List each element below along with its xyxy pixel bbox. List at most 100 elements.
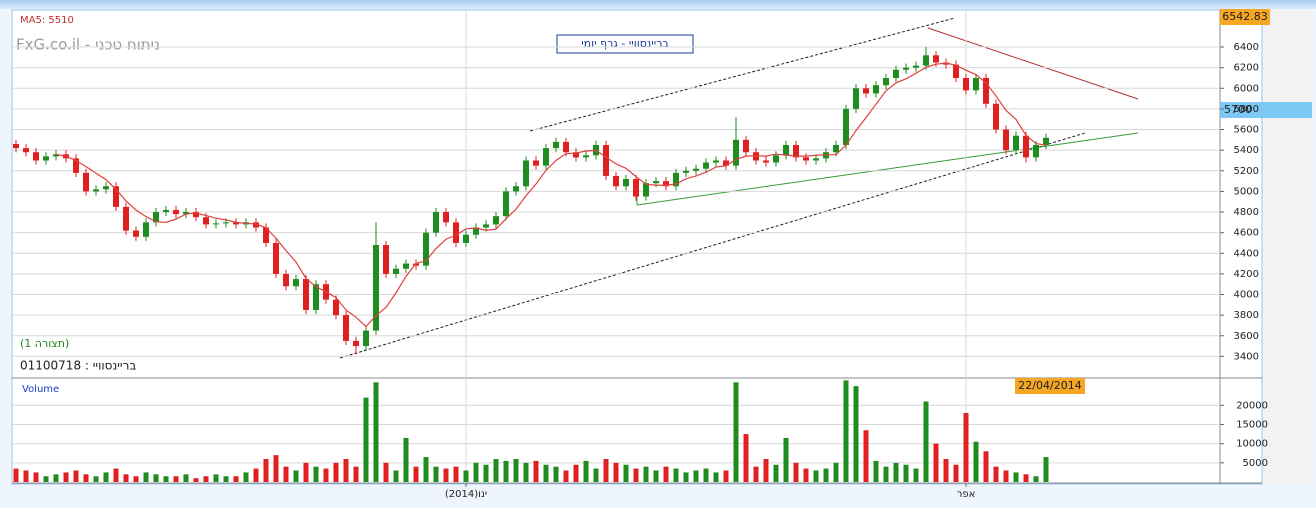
candle-body xyxy=(33,152,39,161)
volume-bar xyxy=(13,468,19,482)
candle-body xyxy=(903,67,909,70)
volume-bar xyxy=(693,470,699,482)
candle-body xyxy=(993,103,999,130)
date-badge xyxy=(1015,378,1085,394)
volume-bar xyxy=(823,468,829,482)
candle-body xyxy=(623,179,629,187)
volume-bar xyxy=(343,458,349,482)
candle-body xyxy=(343,315,349,341)
high-badge xyxy=(1220,9,1270,25)
y-tick-label: 5000 xyxy=(1234,186,1259,197)
candle-body xyxy=(613,175,619,187)
volume-bar xyxy=(563,470,569,482)
candle-body xyxy=(153,212,159,223)
volume-bar xyxy=(63,472,69,482)
candle-body xyxy=(1043,137,1049,146)
volume-bar xyxy=(233,476,239,482)
candle-body xyxy=(133,230,139,237)
candle-body xyxy=(543,148,549,166)
volume-bar xyxy=(623,464,629,482)
volume-bar xyxy=(423,457,429,482)
candle-body xyxy=(643,183,649,197)
volume-bar xyxy=(403,437,409,482)
candle-body xyxy=(883,77,889,86)
candle-body xyxy=(423,232,429,266)
x-tick-label: אפר xyxy=(957,489,976,500)
candle-body xyxy=(223,222,229,224)
y-tick-label: 4800 xyxy=(1234,207,1259,218)
candle-body xyxy=(443,212,449,223)
volume-bar xyxy=(753,466,759,482)
candle-body xyxy=(863,88,869,94)
volume-bar xyxy=(453,466,459,482)
volume-bar xyxy=(353,466,359,482)
volume-bar xyxy=(953,464,959,482)
volume-bar xyxy=(543,464,549,482)
title-box xyxy=(556,34,694,54)
ma-label: MA5: 5510 xyxy=(20,15,74,26)
volume-bar xyxy=(553,466,559,482)
candle-body xyxy=(723,160,729,166)
date-badge-text: 22/04/2014 xyxy=(1018,379,1081,392)
volume-bar xyxy=(333,462,339,482)
candle-body xyxy=(213,223,219,225)
volume-bar xyxy=(103,472,109,482)
candle-body xyxy=(43,156,49,161)
candle-body xyxy=(913,65,919,68)
volume-bar xyxy=(1033,476,1039,482)
volume-bar xyxy=(313,466,319,482)
volume-bar xyxy=(873,460,879,482)
volume-bar xyxy=(893,462,899,482)
pattern-label: (תצורה 1) xyxy=(20,337,69,350)
volume-bar xyxy=(923,401,929,482)
candle-body xyxy=(483,224,489,228)
volume-bar xyxy=(983,451,989,482)
candle-body xyxy=(853,88,859,109)
candle-body xyxy=(583,155,589,158)
candle-body xyxy=(603,145,609,176)
candle-body xyxy=(233,222,239,225)
volume-bar xyxy=(603,458,609,482)
volume-bar xyxy=(303,462,309,482)
candle-body xyxy=(683,170,689,173)
volume-bar xyxy=(33,472,39,482)
volume-bar xyxy=(853,386,859,482)
plot-area xyxy=(11,9,1263,485)
candle-body xyxy=(313,284,319,310)
candle-body xyxy=(763,160,769,163)
volume-bar xyxy=(83,474,89,482)
volume-bar xyxy=(1003,470,1009,482)
y-tick-label: 3600 xyxy=(1234,331,1259,342)
volume-bar xyxy=(773,464,779,482)
candle-body xyxy=(123,206,129,231)
volume-bar xyxy=(153,474,159,482)
candle-body xyxy=(163,209,169,213)
candle-body xyxy=(553,141,559,149)
candle-body xyxy=(633,179,639,197)
volume-bar xyxy=(433,466,439,482)
price-badge xyxy=(1220,102,1312,118)
volume-bar xyxy=(503,460,509,482)
candle-body xyxy=(113,186,119,207)
security-label: 01100718 : בריינסוויי xyxy=(20,359,136,373)
candle-body xyxy=(963,77,969,91)
candle-body xyxy=(283,273,289,287)
candle-body xyxy=(173,209,179,215)
candle-body xyxy=(693,168,699,171)
volume-bar xyxy=(443,468,449,482)
candle-body xyxy=(703,162,709,169)
volume-bar xyxy=(253,468,259,482)
title-bar xyxy=(0,0,1316,9)
volume-bar xyxy=(883,466,889,482)
volume-bar xyxy=(1023,474,1029,482)
candle-body xyxy=(203,217,209,225)
candle-body xyxy=(533,160,539,166)
v-tick-label: 5000 xyxy=(1243,458,1268,469)
candle-body xyxy=(713,160,719,163)
candle-body xyxy=(13,143,19,149)
candle-body xyxy=(393,268,399,274)
volume-bar xyxy=(913,468,919,482)
high-badge-text: 6542.83 xyxy=(1222,10,1268,23)
volume-bar xyxy=(93,476,99,482)
